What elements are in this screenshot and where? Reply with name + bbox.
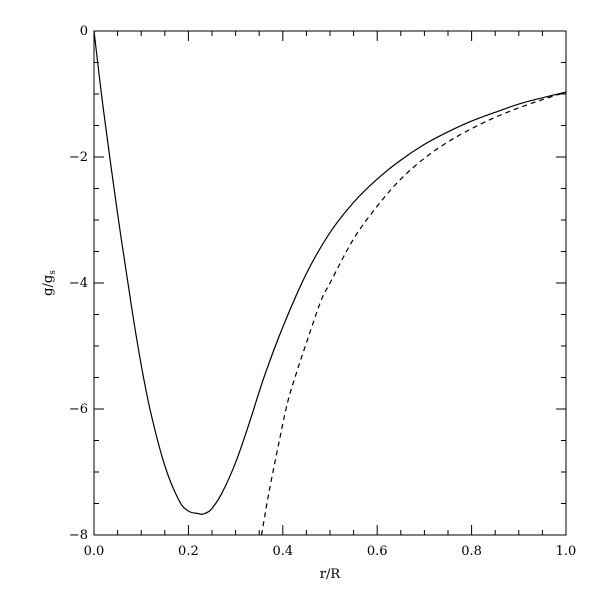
y-tick-label: −4 [69, 276, 88, 291]
y-tick-label: −8 [69, 528, 88, 543]
y-axis-label-subscript: s [48, 270, 58, 275]
y-tick-label: 0 [80, 24, 88, 39]
x-tick-label: 0.4 [272, 544, 293, 559]
y-tick-label: −2 [69, 150, 88, 165]
series-layer [93, 30, 567, 536]
y-tick-label: −6 [69, 402, 88, 417]
x-tick-label: 0.8 [461, 544, 482, 559]
solid-series-line [93, 30, 567, 515]
x-axis-label: r/R [320, 567, 342, 582]
x-tick-label: 0.0 [84, 544, 105, 559]
dashed-series-line [260, 91, 567, 536]
x-tick-label: 0.6 [367, 544, 388, 559]
x-tick-label: 1.0 [556, 544, 577, 559]
y-axis-label: g/gs [41, 270, 58, 296]
tick-labels: 0.0 0.2 0.4 0.6 0.8 1.0 0 −2 −4 −6 −8 [69, 24, 577, 559]
axis-ticks [93, 30, 567, 536]
x-tick-label: 0.2 [178, 544, 199, 559]
y-axis-label-main: g/g [41, 275, 56, 296]
